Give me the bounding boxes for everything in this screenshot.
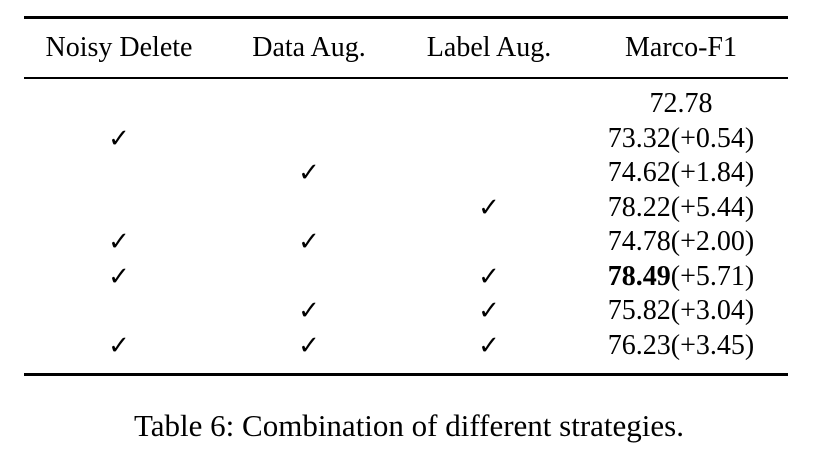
checkmark-icon: ✓ xyxy=(298,296,320,327)
score-delta: (+1.84) xyxy=(670,157,755,189)
score-delta: (+3.04) xyxy=(670,295,755,327)
checkmark-icon: ✓ xyxy=(108,330,130,361)
table-row: 72.78 xyxy=(24,87,788,122)
header-noisy-delete: Noisy Delete xyxy=(45,32,193,63)
score-cell: 78.49(+5.71) xyxy=(574,260,788,292)
checkmark-icon: ✓ xyxy=(108,123,130,154)
score-cell: 73.32(+0.54) xyxy=(574,122,788,154)
check-label-aug-cell: ✓ xyxy=(404,333,574,359)
checkmark-icon: ✓ xyxy=(298,227,320,258)
table-row: ✓ ✓ 75.82(+3.04) xyxy=(24,294,788,329)
score-value: 76.23 xyxy=(607,329,671,361)
header-label-aug: Label Aug. xyxy=(426,32,552,63)
score-delta: (+0.54) xyxy=(670,122,755,154)
score-value: 75.82 xyxy=(607,295,671,327)
table-row: ✓ 78.22(+5.44) xyxy=(24,191,788,226)
score-cell: 74.78(+2.00) xyxy=(574,228,788,256)
table-header-row: Noisy Delete Data Aug. Label Aug. Marco-… xyxy=(24,19,788,77)
check-noisy-delete-cell: ✓ xyxy=(24,264,214,290)
checkmark-icon: ✓ xyxy=(478,261,500,292)
check-data-aug-cell: ✓ xyxy=(214,333,404,359)
score-value: 74.78 xyxy=(607,226,671,258)
score-cell: 76.23(+3.45) xyxy=(574,329,788,361)
table-row: ✓ ✓ 78.49(+5.71) xyxy=(24,260,788,295)
top-rule xyxy=(24,16,788,19)
table-caption: Table 6: Combination of different strate… xyxy=(134,408,684,443)
checkmark-icon: ✓ xyxy=(478,330,500,361)
score-cell: 74.62(+1.84) xyxy=(574,159,788,187)
check-data-aug-cell: ✓ xyxy=(214,229,404,255)
bottom-rule xyxy=(24,373,788,376)
check-data-aug-cell: ✓ xyxy=(214,298,404,324)
score-cell: 78.22(+5.44) xyxy=(574,191,788,223)
header-marco-f1: Marco-F1 xyxy=(625,32,737,63)
score-delta: (+3.45) xyxy=(670,329,755,361)
check-label-aug-cell: ✓ xyxy=(404,264,574,290)
table-body: 72.78 ✓ 73.32(+0.54) ✓ 74.62(+1.84) ✓ 78.22(+5… xyxy=(24,79,788,363)
score-value: 73.32 xyxy=(607,122,671,154)
checkmark-icon: ✓ xyxy=(298,158,320,189)
score-delta: (+5.71) xyxy=(670,260,755,292)
check-label-aug-cell: ✓ xyxy=(404,195,574,221)
check-noisy-delete-cell: ✓ xyxy=(24,126,214,152)
checkmark-icon: ✓ xyxy=(298,330,320,361)
check-data-aug-cell: ✓ xyxy=(214,160,404,186)
checkmark-icon: ✓ xyxy=(478,296,500,327)
header-data-aug: Data Aug. xyxy=(252,32,366,63)
check-noisy-delete-cell: ✓ xyxy=(24,229,214,255)
table-row: ✓ ✓ ✓ 76.23(+3.45) xyxy=(24,329,788,364)
score-value: 78.22 xyxy=(607,191,671,223)
score-value: 74.62 xyxy=(607,157,671,189)
score-cell: 72.78 xyxy=(574,90,788,118)
checkmark-icon: ✓ xyxy=(478,192,500,223)
table-row: ✓ 73.32(+0.54) xyxy=(24,122,788,157)
header-rule xyxy=(24,77,788,79)
checkmark-icon: ✓ xyxy=(108,261,130,292)
score-cell: 75.82(+3.04) xyxy=(574,297,788,325)
score-delta: (+5.44) xyxy=(670,191,755,223)
check-noisy-delete-cell: ✓ xyxy=(24,333,214,359)
score-delta: (+2.00) xyxy=(670,226,755,258)
results-table: Noisy Delete Data Aug. Label Aug. Marco-… xyxy=(24,16,788,376)
table-row: ✓ ✓ 74.78(+2.00) xyxy=(24,225,788,260)
score-value: 78.49 xyxy=(607,260,671,292)
check-label-aug-cell: ✓ xyxy=(404,298,574,324)
score-value: 72.78 xyxy=(649,88,713,120)
checkmark-icon: ✓ xyxy=(108,227,130,258)
table-row: ✓ 74.62(+1.84) xyxy=(24,156,788,191)
